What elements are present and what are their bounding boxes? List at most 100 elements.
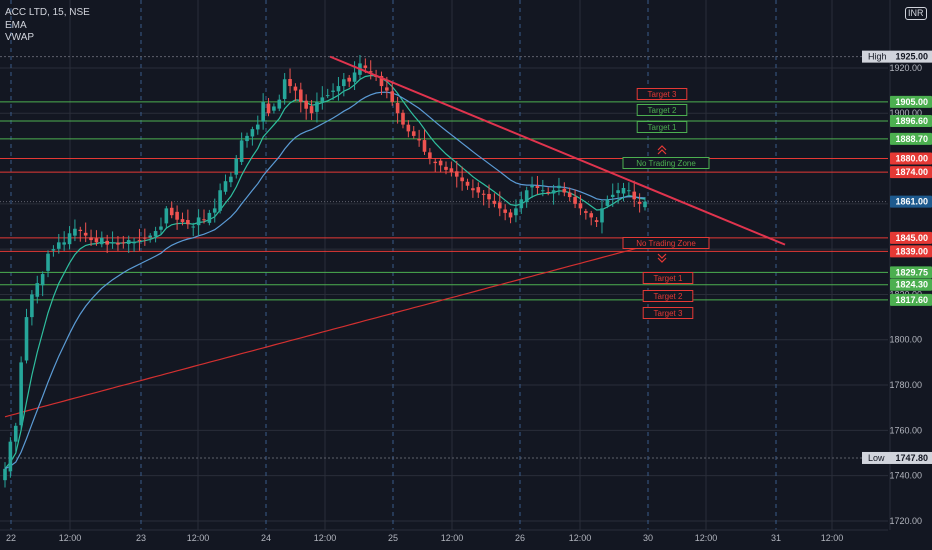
candle-body[interactable] — [245, 135, 249, 142]
candle-body[interactable] — [62, 242, 66, 245]
candle-body[interactable] — [594, 220, 599, 222]
candle-body[interactable] — [610, 194, 615, 197]
candle-body[interactable] — [229, 176, 233, 183]
candle-body[interactable] — [78, 229, 83, 232]
candle-body[interactable] — [578, 203, 583, 209]
candle-body[interactable] — [132, 242, 136, 244]
candle-body[interactable] — [73, 228, 77, 236]
candle-body[interactable] — [261, 101, 265, 122]
candle-body[interactable] — [519, 199, 524, 209]
candle-body[interactable] — [406, 124, 411, 132]
candle-body[interactable] — [282, 79, 287, 99]
candle-body[interactable] — [422, 140, 427, 152]
candle-body[interactable] — [541, 190, 545, 192]
candle-body[interactable] — [557, 185, 561, 189]
candle-body[interactable] — [632, 191, 637, 200]
candle-body[interactable] — [390, 91, 395, 102]
candle-body[interactable] — [535, 186, 540, 188]
candle-body[interactable] — [600, 208, 604, 223]
candle-body[interactable] — [24, 317, 29, 361]
candle-body[interactable] — [320, 97, 325, 102]
candle-body[interactable] — [56, 242, 61, 249]
candle-body[interactable] — [30, 294, 34, 318]
candle-body[interactable] — [175, 211, 179, 220]
candle-body[interactable] — [637, 201, 642, 204]
candle-body[interactable] — [503, 209, 507, 213]
candle-body[interactable] — [385, 87, 389, 91]
candle-body[interactable] — [186, 219, 190, 225]
candle-body[interactable] — [433, 161, 438, 164]
candle-body[interactable] — [110, 242, 115, 244]
candle-body[interactable] — [352, 72, 357, 82]
candle-body[interactable] — [148, 235, 153, 238]
candle-body[interactable] — [417, 138, 421, 141]
candle-body[interactable] — [255, 124, 260, 130]
trendline[interactable] — [329, 55, 786, 246]
candle-body[interactable] — [551, 190, 556, 194]
candle-body[interactable] — [116, 242, 120, 245]
candle-body[interactable] — [562, 188, 567, 193]
candle-body[interactable] — [492, 200, 497, 204]
candle-body[interactable] — [212, 208, 217, 213]
candle-body[interactable] — [51, 249, 56, 251]
candle-body[interactable] — [218, 190, 222, 211]
candle-body[interactable] — [234, 158, 239, 175]
indicator-ema[interactable]: EMA — [5, 19, 27, 31]
candle-body[interactable] — [13, 425, 18, 442]
candle-body[interactable] — [621, 187, 626, 194]
candles[interactable] — [3, 55, 647, 488]
candle-body[interactable] — [530, 185, 534, 188]
candle-body[interactable] — [428, 152, 432, 159]
candle-body[interactable] — [331, 90, 335, 92]
symbol-title[interactable]: ACC LTD, 15, NSE — [5, 7, 90, 18]
candle-body[interactable] — [137, 239, 142, 241]
candle-body[interactable] — [293, 86, 298, 91]
candle-body[interactable] — [325, 95, 330, 97]
candle-body[interactable] — [67, 233, 72, 245]
candle-body[interactable] — [207, 212, 212, 223]
candle-body[interactable] — [180, 219, 185, 222]
candle-body[interactable] — [83, 232, 88, 236]
candle-body[interactable] — [315, 101, 319, 112]
candle-body[interactable] — [288, 79, 292, 87]
candle-body[interactable] — [589, 213, 594, 218]
candle-body[interactable] — [524, 190, 529, 203]
candle-body[interactable] — [202, 219, 206, 221]
trendline-layer[interactable] — [329, 55, 786, 246]
candle-body[interactable] — [336, 86, 341, 92]
candle-body[interactable] — [126, 240, 131, 244]
candle-body[interactable] — [627, 190, 631, 192]
candle-body[interactable] — [89, 237, 93, 241]
candle-body[interactable] — [514, 208, 518, 216]
candle-body[interactable] — [304, 100, 308, 109]
candle-body[interactable] — [19, 362, 23, 426]
candle-body[interactable] — [584, 211, 588, 213]
indicator-vwap[interactable]: VWAP — [5, 32, 35, 43]
candle-body[interactable] — [298, 89, 303, 102]
candle-body[interactable] — [363, 65, 368, 68]
candle-body[interactable] — [476, 187, 481, 193]
candle-body[interactable] — [368, 71, 373, 73]
candle-body[interactable] — [239, 140, 244, 162]
candle-body[interactable] — [508, 212, 513, 218]
candle-body[interactable] — [401, 112, 405, 125]
candle-body[interactable] — [449, 168, 454, 173]
candle-body[interactable] — [395, 102, 400, 114]
candle-body[interactable] — [153, 231, 158, 237]
candle-body[interactable] — [121, 242, 126, 244]
candle-body[interactable] — [573, 196, 577, 204]
candle-body[interactable] — [250, 129, 255, 137]
candle-body[interactable] — [546, 191, 550, 193]
candle-body[interactable] — [46, 253, 50, 271]
candle-body[interactable] — [277, 99, 282, 109]
candle-body[interactable] — [223, 181, 228, 192]
candle-body[interactable] — [266, 103, 271, 114]
candle-body[interactable] — [196, 217, 201, 226]
candle-body[interactable] — [487, 193, 491, 200]
candle-body[interactable] — [40, 274, 45, 286]
candle-body[interactable] — [94, 238, 99, 243]
candle-body[interactable] — [438, 160, 443, 166]
candle-body[interactable] — [105, 240, 109, 245]
candle-body[interactable] — [272, 106, 276, 111]
